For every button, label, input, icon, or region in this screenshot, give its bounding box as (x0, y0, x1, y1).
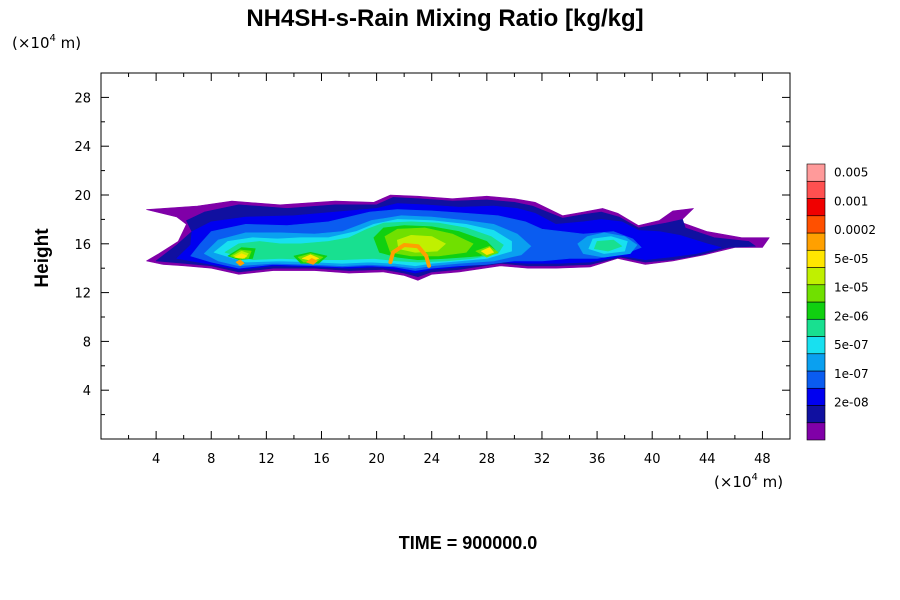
time-label: TIME = 900000.0 (399, 533, 538, 553)
contour-band-21 (480, 247, 495, 256)
chart-title: NH4SH-s-Rain Mixing Ratio [kg/kg] (246, 5, 643, 32)
x-scale-prefix: (×10 (714, 473, 752, 491)
legend-swatch-13 (806, 198, 826, 217)
x-scale-suffix: m) (758, 473, 783, 491)
legend-swatch-15 (806, 163, 826, 182)
legend-swatch-9 (806, 267, 826, 286)
color-legend: 2e-08 1e-07 5e-07 2e-06 1e-05 5e-05 0.0002 0.00… (806, 163, 876, 441)
x-tick-label-44: 44 (699, 452, 716, 467)
x-tick-label-24: 24 (423, 452, 440, 467)
y-scale-exponent: 4 (50, 33, 56, 44)
plot-frame (100, 72, 791, 440)
contour-fill-layer (146, 194, 770, 281)
legend-swatch-2 (806, 387, 826, 406)
legend-label-7: 0.001 (834, 194, 868, 208)
y-tick-label-12: 12 (74, 287, 91, 302)
legend-swatch-1 (806, 405, 826, 424)
y-tick-label-20: 20 (74, 189, 91, 204)
x-tick-label-48: 48 (754, 452, 771, 467)
legend-label-0: 2e-08 (834, 396, 869, 410)
legend-swatch-11 (806, 232, 826, 251)
contour-band-22 (305, 258, 318, 265)
x-tick-label-4: 4 (152, 452, 160, 467)
legend-label-2: 5e-07 (834, 338, 869, 352)
legend-swatch-0 (806, 422, 826, 441)
legend-label-8: 0.005 (834, 166, 868, 180)
contour-band-23 (235, 259, 245, 267)
x-tick-label-12: 12 (258, 452, 275, 467)
y-axis-label: Height (32, 228, 53, 288)
legend-label-3: 2e-06 (834, 309, 869, 323)
y-scale-suffix: m) (56, 34, 81, 52)
legend-label-6: 0.0002 (834, 223, 876, 237)
contour-band-19 (234, 253, 248, 259)
y-scale-prefix: (×10 (12, 34, 50, 52)
legend-swatch-10 (806, 249, 826, 268)
x-tick-label-8: 8 (207, 452, 215, 467)
legend-swatch-5 (806, 336, 826, 355)
x-scale-label: (×104 m) (714, 472, 783, 491)
legend-swatch-8 (806, 284, 826, 303)
x-scale-exponent: 4 (752, 472, 758, 483)
legend-swatch-12 (806, 215, 826, 234)
legend-swatch-14 (806, 180, 826, 199)
legend-label-5: 5e-05 (834, 252, 869, 266)
legend-swatch-3 (806, 370, 826, 389)
contour-band-9 (593, 239, 623, 252)
x-tick-label-28: 28 (479, 452, 496, 467)
contour-arc-0 (388, 243, 431, 268)
y-tick-label-4: 4 (83, 384, 91, 399)
legend-swatch-4 (806, 353, 826, 372)
y-tick-label-24: 24 (74, 140, 91, 155)
legend-swatch-7 (806, 301, 826, 320)
y-tick-label-8: 8 (83, 335, 91, 350)
x-tick-label-36: 36 (589, 452, 606, 467)
x-tick-label-16: 16 (313, 452, 330, 467)
legend-label-4: 1e-05 (834, 281, 869, 295)
x-tick-label-40: 40 (644, 452, 661, 467)
legend-swatch-6 (806, 318, 826, 337)
y-tick-label-28: 28 (74, 91, 91, 106)
y-scale-label: (×104 m) (12, 33, 81, 52)
legend-label-1: 1e-07 (834, 367, 869, 381)
y-tick-label-16: 16 (74, 238, 91, 253)
contour-arc-layer (388, 243, 431, 268)
x-tick-label-32: 32 (534, 452, 551, 467)
contour-band-17 (396, 235, 446, 253)
x-tick-label-20: 20 (368, 452, 385, 467)
